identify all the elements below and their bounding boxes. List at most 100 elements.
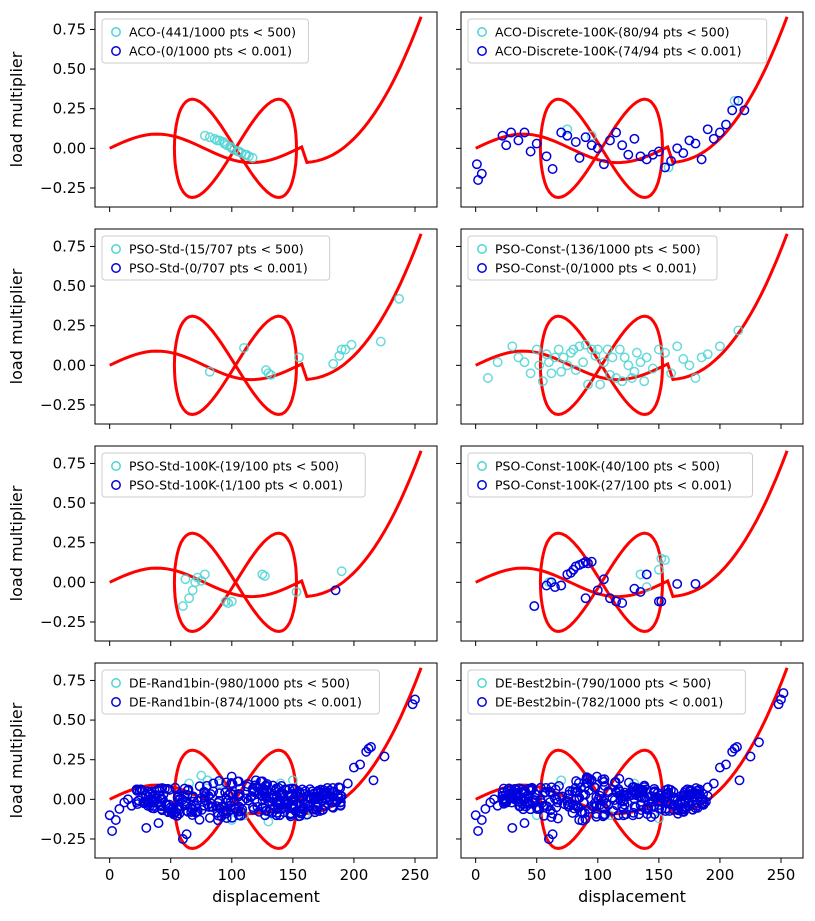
data-point-blue <box>480 803 491 814</box>
data-point-blue <box>330 585 341 596</box>
reference-curve <box>109 450 423 599</box>
data-point-blue <box>570 137 581 147</box>
data-point-blue <box>721 759 731 770</box>
data-point-blue <box>547 164 558 174</box>
data-point-cyan <box>627 373 637 383</box>
data-point-cyan <box>617 376 628 387</box>
data-point-blue <box>698 799 709 810</box>
data-point-cyan <box>209 133 220 144</box>
data-point-cyan <box>666 368 677 379</box>
data-point-blue <box>517 799 528 810</box>
data-point-cyan <box>556 366 567 377</box>
data-point-blue <box>529 601 540 612</box>
data-point-cyan <box>334 350 345 361</box>
data-point-blue <box>672 578 683 589</box>
data-point-cyan <box>394 293 405 304</box>
legend-label: DE-Rand1bin-(980/1000 pts < 500) <box>129 676 350 691</box>
data-point-cyan <box>202 775 213 786</box>
data-point-blue <box>564 799 575 810</box>
y-tick-label: 0.50 <box>53 60 86 78</box>
data-point-blue <box>232 776 243 787</box>
data-point-blue <box>627 789 638 800</box>
data-point-cyan <box>241 149 252 160</box>
y-tick-label: 0.00 <box>53 790 86 808</box>
data-point-blue <box>578 797 589 808</box>
data-point-blue <box>247 802 258 813</box>
x-tick-label: 250 <box>401 866 430 884</box>
data-point-blue <box>278 788 289 799</box>
data-point-blue <box>739 105 750 116</box>
data-point-cyan <box>537 376 548 387</box>
data-point-blue <box>503 789 514 800</box>
data-point-blue <box>141 822 152 833</box>
data-point-blue <box>660 162 670 173</box>
data-point-blue <box>519 127 530 138</box>
data-point-blue <box>226 771 237 782</box>
data-point-blue <box>336 791 347 802</box>
data-point-cyan <box>226 596 237 607</box>
data-point-blue <box>208 778 219 789</box>
y-tick-label: −0.25 <box>40 830 86 848</box>
data-point-cyan <box>714 341 725 352</box>
data-point-cyan <box>199 130 210 141</box>
data-point-cyan <box>375 336 386 347</box>
data-point-cyan <box>660 347 670 358</box>
data-point-blue <box>519 818 530 829</box>
data-point-blue <box>126 800 137 811</box>
data-point-cyan <box>196 770 207 781</box>
data-point-blue <box>211 801 222 812</box>
x-tick-label: 200 <box>706 866 735 884</box>
data-point-blue <box>257 791 268 801</box>
data-point-blue <box>498 783 509 794</box>
data-point-blue <box>284 784 295 794</box>
data-point-blue <box>672 143 683 154</box>
data-point-cyan <box>635 569 646 580</box>
legend-label: PSO-Std-(0/707 pts < 0.001) <box>129 261 308 276</box>
data-point-blue <box>773 699 784 710</box>
data-point-cyan <box>602 344 613 355</box>
data-point-blue <box>205 789 216 800</box>
data-point-blue <box>250 775 261 786</box>
y-tick-label: −0.25 <box>40 613 86 631</box>
data-point-blue <box>562 130 573 141</box>
data-point-blue <box>617 140 628 151</box>
legend-box <box>467 235 718 281</box>
subplot-3: −0.25 0.00 0.25 0.50 0.75 load multiplier PSO-… <box>7 228 438 429</box>
data-point-blue <box>165 802 176 813</box>
data-point-blue <box>531 138 542 149</box>
data-point-cyan <box>660 555 670 566</box>
y-tick-label: −0.25 <box>40 396 86 414</box>
x-tick-label: 50 <box>527 866 546 884</box>
x-tick-label: 50 <box>161 866 180 884</box>
data-point-blue <box>308 792 319 803</box>
data-point-cyan <box>543 357 554 368</box>
x-tick-label: 150 <box>645 866 674 884</box>
data-point-blue <box>551 794 562 805</box>
data-point-blue <box>104 810 115 821</box>
data-point-cyan <box>263 368 274 379</box>
data-point-blue <box>213 815 223 826</box>
data-point-blue <box>592 585 603 596</box>
data-point-blue <box>601 798 612 809</box>
legend-box <box>467 669 746 715</box>
data-point-cyan <box>328 358 339 369</box>
data-point-blue <box>471 159 482 170</box>
data-point-blue <box>678 806 689 817</box>
data-point-blue <box>547 829 558 840</box>
data-point-cyan <box>641 352 652 363</box>
data-point-blue <box>635 586 646 597</box>
data-point-blue <box>627 782 638 793</box>
data-point-blue <box>687 796 698 807</box>
data-point-cyan <box>294 352 304 363</box>
x-tick-label: 0 <box>471 866 481 884</box>
data-point-blue <box>641 154 652 165</box>
data-point-blue <box>734 775 745 786</box>
data-point-blue <box>586 775 597 786</box>
data-point-blue <box>174 795 185 805</box>
data-point-cyan <box>259 571 270 581</box>
data-point-cyan <box>684 360 695 371</box>
data-point-blue <box>476 815 487 825</box>
data-point-blue <box>529 792 540 803</box>
data-point-blue <box>541 151 552 162</box>
